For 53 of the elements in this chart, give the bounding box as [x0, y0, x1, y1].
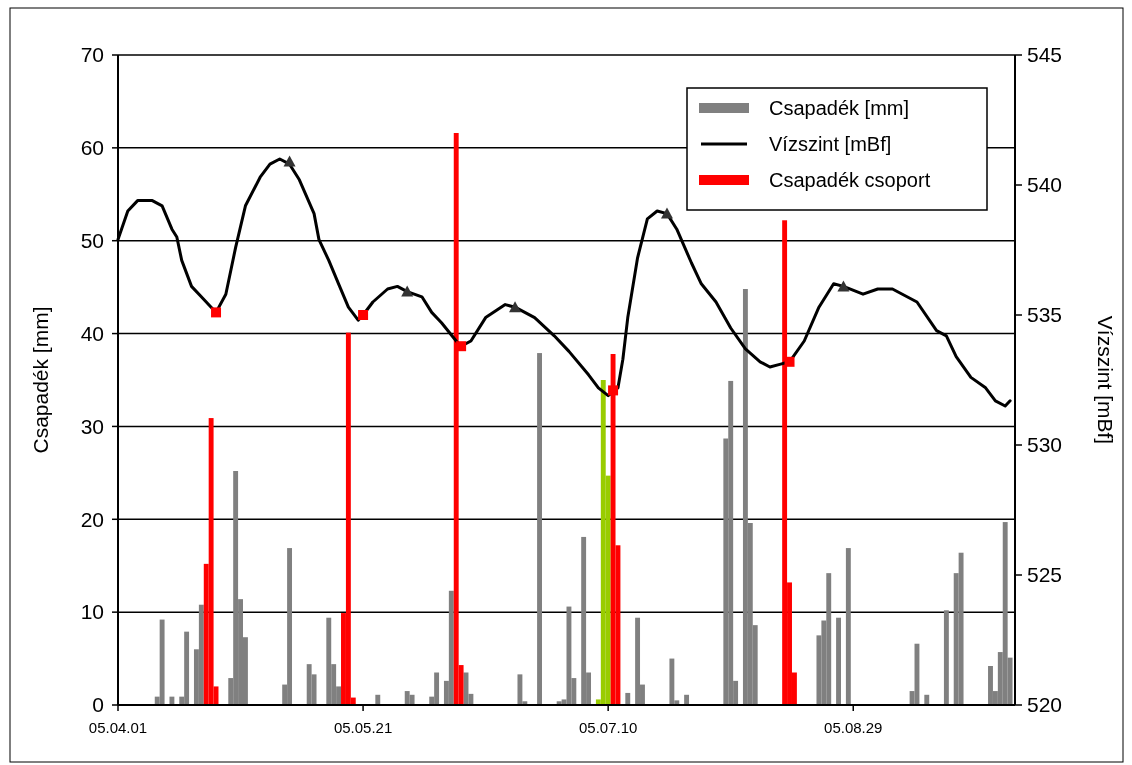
y-tick-label: 30	[80, 414, 104, 438]
bar	[684, 694, 690, 705]
point	[509, 301, 522, 313]
x-tick-label: 05.05.21	[333, 719, 393, 736]
bar	[943, 610, 949, 705]
bar	[537, 353, 542, 705]
y2-tick-label: 545	[1027, 43, 1063, 67]
y2-tick-label: 540	[1027, 173, 1063, 197]
y2-tick-label: 535	[1027, 303, 1063, 327]
y2-axis-title: Vízszint [mBf]	[1094, 315, 1117, 445]
y2-tick-label: 530	[1027, 433, 1063, 457]
bar	[409, 694, 415, 705]
y-tick-label: 0	[92, 693, 104, 717]
bar	[625, 692, 631, 705]
legend-label: Csapadék [mm]	[769, 97, 910, 119]
y2-tick-label: 525	[1027, 563, 1063, 587]
bar	[845, 548, 851, 705]
bar	[581, 536, 587, 705]
y-tick-label: 10	[80, 600, 104, 624]
point	[211, 307, 222, 318]
bar	[924, 694, 930, 705]
point	[660, 207, 673, 219]
point	[456, 341, 467, 352]
y-axis-title: Csapadék [mm]	[29, 306, 52, 454]
point	[283, 155, 296, 167]
legend-label: Csapadék csoport	[769, 169, 931, 191]
x-tick-label: 05.08.29	[824, 719, 883, 736]
y-tick-label: 70	[80, 43, 104, 67]
bar	[326, 617, 332, 705]
point	[358, 310, 369, 320]
point	[837, 280, 850, 292]
x-tick-label: 05.07.10	[578, 719, 638, 736]
bar	[198, 604, 204, 705]
bar	[635, 617, 641, 705]
legend-label: Vízszint [mBf]	[769, 133, 892, 155]
bar	[836, 617, 841, 705]
bar	[669, 658, 675, 705]
bar	[517, 674, 523, 705]
y-tick-label: 60	[80, 136, 104, 160]
point	[608, 385, 619, 396]
y-tick-label: 50	[80, 229, 104, 253]
y-tick-label: 20	[80, 507, 104, 531]
bar	[159, 619, 165, 705]
y-tick-label: 40	[80, 321, 104, 345]
point	[401, 285, 414, 297]
x-tick-label: 05.04.01	[88, 719, 148, 736]
bar	[208, 418, 214, 705]
point	[784, 356, 795, 367]
bar	[375, 694, 381, 705]
y2-tick-label: 520	[1027, 693, 1063, 717]
bar	[958, 552, 964, 705]
bar	[448, 590, 454, 705]
bar	[610, 354, 616, 705]
